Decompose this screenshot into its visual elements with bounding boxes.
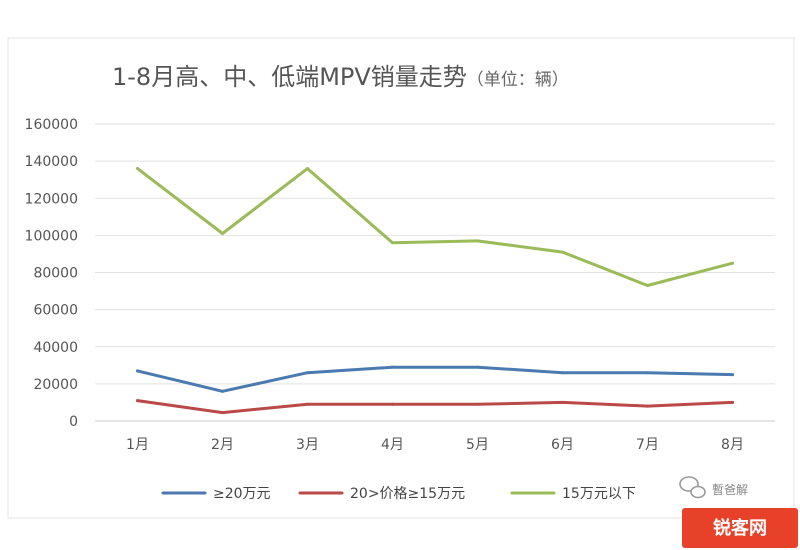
- series-line: [136, 167, 734, 287]
- data-point: [476, 239, 479, 243]
- y-tick-label: 80000: [33, 266, 78, 282]
- data-point: [731, 373, 734, 377]
- brand-text: 锐客网: [713, 517, 767, 539]
- x-tick-label: 6月: [551, 437, 574, 453]
- y-axis-tick-labels: 0 20000 40000 60000 80000 100000 120000 140000 1…: [25, 117, 78, 430]
- brand-badge: 锐客网: [682, 508, 798, 548]
- data-point: [731, 261, 734, 265]
- data-point: [306, 402, 309, 406]
- y-tick-label: 40000: [33, 340, 78, 356]
- x-tick-label: 1月: [126, 437, 149, 453]
- y-tick-label: 20000: [33, 377, 78, 393]
- data-point: [136, 399, 139, 403]
- wechat-icon: [679, 476, 706, 499]
- x-axis-tick-labels: 1月 2月 3月 4月 5月 6月 7月 8月: [126, 437, 744, 453]
- y-tick-label: 160000: [25, 117, 78, 133]
- y-tick-label: 60000: [33, 303, 78, 319]
- data-point: [561, 400, 564, 404]
- data-point: [136, 167, 139, 171]
- y-tick-label: 100000: [25, 228, 78, 244]
- data-point: [646, 371, 649, 375]
- watermark: 暫爸解: [679, 476, 748, 499]
- brand-background: [682, 508, 798, 548]
- legend-label: 20>价格≥15万元: [350, 486, 465, 502]
- y-tick-label: 0: [69, 414, 78, 430]
- grid-lines: [95, 123, 775, 422]
- legend-label: 15万元以下: [562, 486, 636, 502]
- data-point: [391, 402, 394, 406]
- data-point: [391, 365, 394, 369]
- data-point: [731, 400, 734, 404]
- data-point: [221, 232, 224, 236]
- data-point: [561, 250, 564, 254]
- x-tick-label: 4月: [381, 437, 404, 453]
- y-tick-label: 120000: [25, 191, 78, 207]
- series-line: [136, 365, 734, 393]
- x-tick-label: 3月: [296, 437, 319, 453]
- legend: ≥20万元 20>价格≥15万元 15万元以下: [161, 486, 636, 502]
- x-tick-label: 2月: [211, 437, 234, 453]
- y-tick-label: 140000: [25, 154, 78, 170]
- x-tick-label: 7月: [636, 437, 659, 453]
- watermark-text: 暫爸解: [712, 482, 748, 497]
- legend-label: ≥20万元: [213, 486, 271, 502]
- data-point: [221, 389, 224, 393]
- chart-title: 1-8月高、中、低端MPV销量走势（单位：辆）: [112, 63, 569, 91]
- data-point: [391, 241, 394, 245]
- data-point: [476, 365, 479, 369]
- chart-title-main: 1-8月高、中、低端MPV销量走势: [112, 63, 467, 91]
- series-line: [136, 399, 734, 415]
- data-point: [646, 404, 649, 408]
- data-point: [306, 371, 309, 375]
- data-point: [136, 369, 139, 373]
- data-point: [476, 402, 479, 406]
- chart-frame: [7, 37, 795, 519]
- data-point: [221, 411, 224, 415]
- data-point: [646, 283, 649, 287]
- x-tick-label: 8月: [721, 437, 744, 453]
- data-point: [306, 167, 309, 171]
- x-tick-label: 5月: [466, 437, 489, 453]
- data-point: [561, 371, 564, 375]
- chart-title-unit: （单位：辆）: [467, 70, 569, 90]
- series-lines: [136, 167, 734, 415]
